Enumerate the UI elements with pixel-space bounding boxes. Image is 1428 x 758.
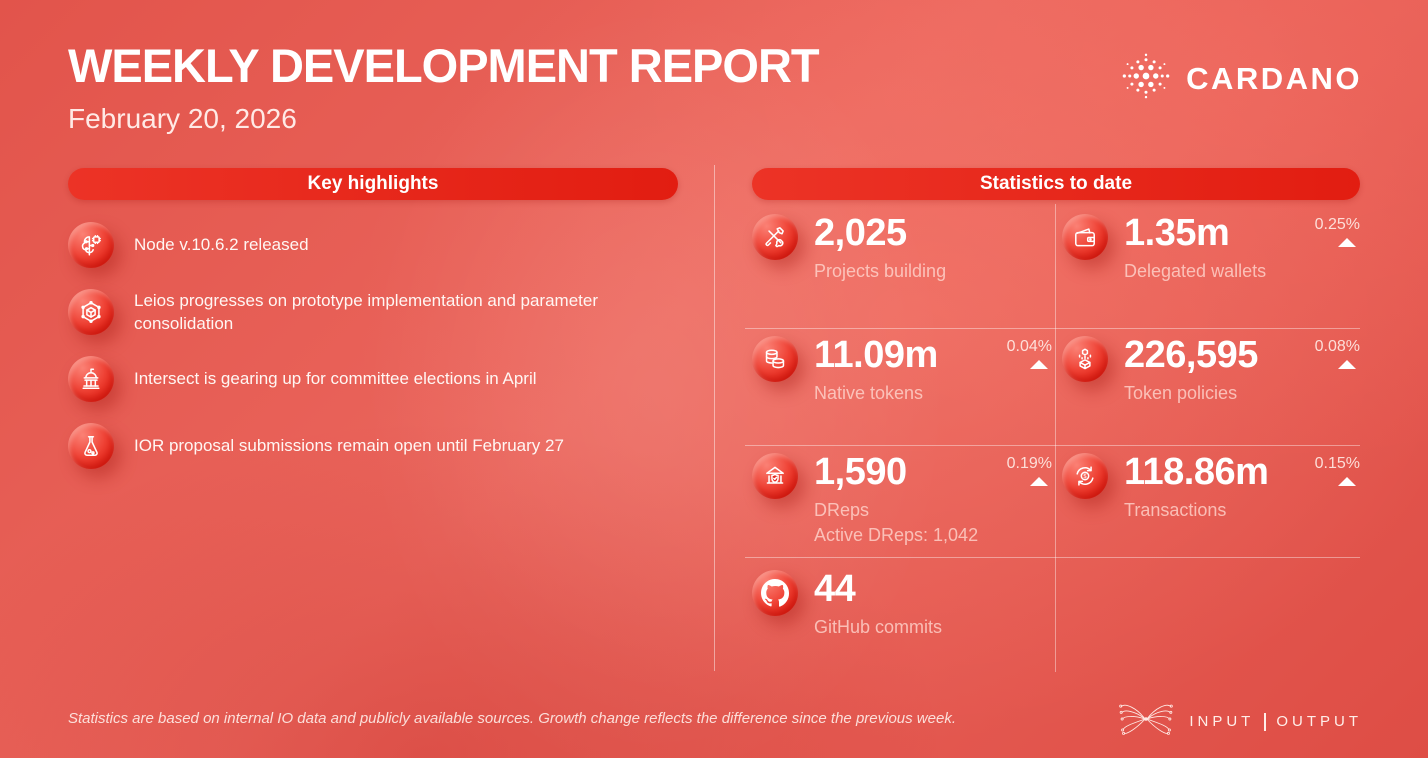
section-divider	[714, 165, 715, 671]
github-icon	[752, 570, 798, 616]
delta-value: 0.19%	[1006, 455, 1052, 472]
token-box-icon	[1062, 336, 1108, 382]
node-brain-chip-icon	[68, 222, 114, 268]
stat-dreps: 1,590 0.19% DReps Active DReps: 1,042	[752, 451, 1052, 546]
delta-value: 0.25%	[1314, 216, 1360, 233]
key-highlights-section: Key highlights Node v.10.6.2 released	[68, 168, 678, 488]
divider	[1055, 204, 1056, 672]
stat-label: Native tokens	[814, 382, 924, 403]
key-highlights-header: Key highlights	[68, 168, 678, 200]
output-wordmark: OUTPUT	[1276, 713, 1362, 730]
stat-value: 44	[814, 568, 856, 610]
stat-projects-building: 2,025 Projects building	[752, 212, 1052, 282]
up-arrow-icon	[1030, 360, 1048, 369]
highlight-text: Leios progresses on prototype implementa…	[134, 290, 598, 333]
list-item: Leios progresses on prototype implementa…	[68, 287, 678, 337]
cardano-brand: CARDANO	[1120, 50, 1362, 107]
list-item: Intersect is gearing up for committee el…	[68, 354, 678, 404]
divider	[745, 445, 1360, 446]
coins-icon	[752, 336, 798, 382]
up-arrow-icon	[1338, 238, 1356, 247]
delta-value: 0.04%	[1006, 338, 1052, 355]
cardano-logo-icon	[1120, 50, 1172, 107]
report-date: February 20, 2026	[68, 103, 297, 134]
stats-row: 44 GitHub commits	[752, 568, 1360, 638]
stat-label: Transactions	[1124, 499, 1227, 520]
list-item: Node v.10.6.2 released	[68, 220, 678, 270]
footnote: Statistics are based on internal IO data…	[68, 710, 956, 727]
up-arrow-icon	[1338, 360, 1356, 369]
stat-native-tokens: 11.09m 0.04% Native tokens	[752, 334, 1052, 404]
stat-delegated-wallets: 1.35m 0.25% Delegated wallets	[1062, 212, 1360, 282]
stat-value: 1,590	[814, 451, 907, 493]
stat-label: GitHub commits	[814, 616, 943, 637]
input-wordmark: INPUT	[1189, 713, 1255, 730]
stat-delta: 0.15%	[1315, 453, 1360, 486]
stat-github-commits: 44 GitHub commits	[752, 568, 1052, 638]
highlight-text: Node v.10.6.2 released	[134, 235, 309, 255]
stat-delta: 0.25%	[1315, 214, 1360, 247]
stat-label: DReps	[814, 499, 870, 520]
stat-label: Token policies	[1124, 382, 1238, 403]
page-title: WEEKLY DEVELOPMENT REPORT	[68, 39, 820, 92]
governance-capitol-icon	[68, 356, 114, 402]
tools-icon	[752, 214, 798, 260]
stat-value: 11.09m	[814, 334, 938, 376]
research-flask-icon	[68, 423, 114, 469]
list-item: IOR proposal submissions remain open unt…	[68, 421, 678, 471]
stat-transactions: $ 118.86m 0.15% Transactions	[1062, 451, 1360, 521]
statistics-section: Statistics to date 2,025 Projects buildi…	[745, 168, 1360, 673]
highlight-text: IOR proposal submissions remain open unt…	[134, 436, 564, 456]
stats-row: 1,590 0.19% DReps Active DReps: 1,042	[752, 451, 1360, 546]
transactions-icon: $	[1062, 453, 1108, 499]
brand-separator	[1264, 712, 1267, 731]
stat-delta: 0.04%	[1007, 336, 1052, 369]
stat-token-policies: 226,595 0.08% Token policies	[1062, 334, 1360, 404]
highlights-list: Node v.10.6.2 released Leios progresses …	[68, 220, 678, 471]
delta-value: 0.15%	[1314, 455, 1360, 472]
stat-delta: 0.08%	[1315, 336, 1360, 369]
cardano-wordmark: CARDANO	[1186, 60, 1362, 96]
wallet-icon	[1062, 214, 1108, 260]
stat-value: 2,025	[814, 212, 907, 254]
stat-value: 1.35m	[1124, 212, 1230, 254]
input-output-brand: INPUT OUTPUT	[1115, 698, 1362, 745]
leios-cube-network-icon	[68, 289, 114, 335]
delta-value: 0.08%	[1314, 338, 1360, 355]
up-arrow-icon	[1338, 477, 1356, 486]
stat-sublabel: Active DReps: 1,042	[814, 524, 979, 545]
divider	[745, 328, 1360, 329]
svg-text:$: $	[1083, 473, 1087, 480]
divider	[745, 557, 1360, 558]
dreps-shield-icon	[752, 453, 798, 499]
highlight-text: Intersect is gearing up for committee el…	[134, 369, 537, 389]
stats-row: 2,025 Projects building 1.35m 0.25%	[752, 212, 1360, 282]
stat-label: Delegated wallets	[1124, 260, 1267, 281]
stat-value: 118.86m	[1124, 451, 1269, 493]
stats-row: 11.09m 0.04% Native tokens	[752, 334, 1360, 404]
stat-delta: 0.19%	[1007, 453, 1052, 486]
stat-value: 226,595	[1124, 334, 1258, 376]
input-output-butterfly-icon	[1115, 698, 1177, 745]
up-arrow-icon	[1030, 477, 1048, 486]
statistics-header: Statistics to date	[752, 168, 1360, 200]
stat-label: Projects building	[814, 260, 947, 281]
